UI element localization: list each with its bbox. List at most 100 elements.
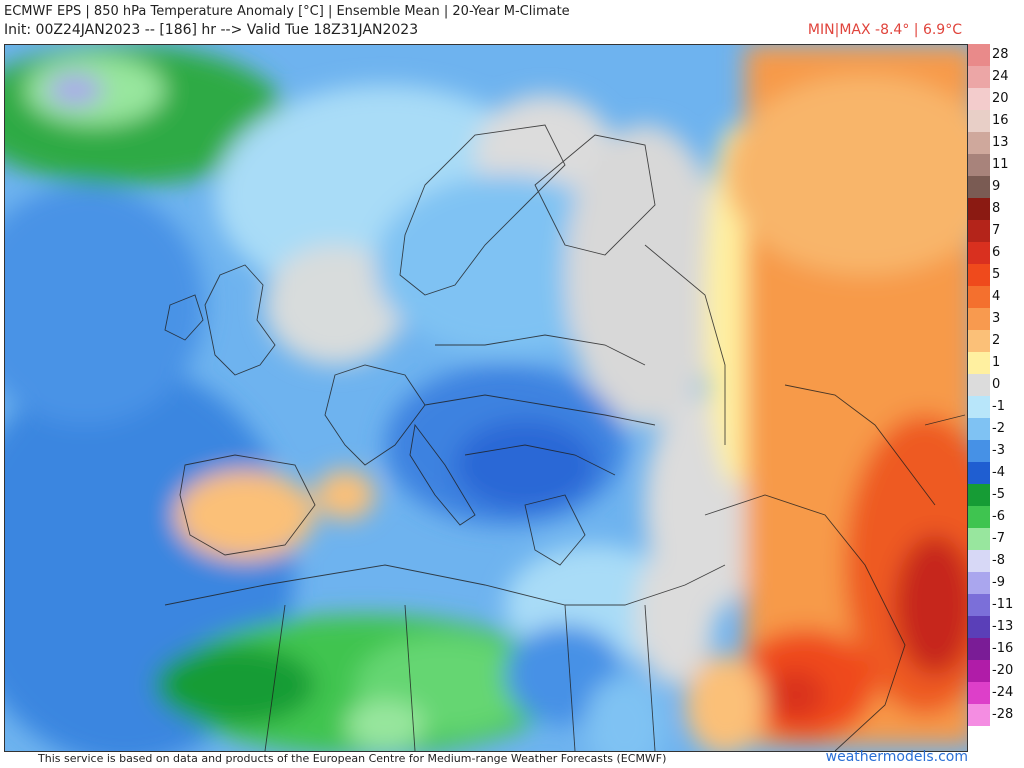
legend-swatch bbox=[968, 638, 990, 660]
legend-row: 28 bbox=[968, 44, 1020, 66]
legend-swatch bbox=[968, 396, 990, 418]
legend-row: 6 bbox=[968, 242, 1020, 264]
legend-swatch bbox=[968, 308, 990, 330]
legend-row: -9 bbox=[968, 572, 1020, 594]
legend-label: 4 bbox=[992, 289, 1001, 304]
legend-swatch bbox=[968, 220, 990, 242]
legend-swatch bbox=[968, 110, 990, 132]
legend-swatch bbox=[968, 594, 990, 616]
legend-swatch bbox=[968, 352, 990, 374]
legend-swatch bbox=[968, 44, 990, 66]
anomaly-field bbox=[5, 45, 967, 751]
legend-label: 16 bbox=[992, 113, 1009, 128]
legend-swatch bbox=[968, 506, 990, 528]
legend-label: 3 bbox=[992, 311, 1001, 326]
legend-label: -28 bbox=[992, 707, 1014, 722]
legend-row: -20 bbox=[968, 660, 1020, 682]
legend-row: -6 bbox=[968, 506, 1020, 528]
legend-row: -2 bbox=[968, 418, 1020, 440]
legend-label: 6 bbox=[992, 245, 1001, 260]
legend-label: -4 bbox=[992, 465, 1005, 480]
legend-row: 9 bbox=[968, 176, 1020, 198]
legend-label: 8 bbox=[992, 201, 1001, 216]
legend-label: -16 bbox=[992, 641, 1014, 656]
legend-row: 0 bbox=[968, 374, 1020, 396]
legend-row: 24 bbox=[968, 66, 1020, 88]
chart-title: ECMWF EPS | 850 hPa Temperature Anomaly … bbox=[4, 4, 570, 19]
legend-swatch bbox=[968, 132, 990, 154]
anomaly-map[interactable] bbox=[4, 44, 968, 752]
legend-row: -24 bbox=[968, 682, 1020, 704]
legend-label: 24 bbox=[992, 69, 1009, 84]
legend-row: 5 bbox=[968, 264, 1020, 286]
legend-row: 20 bbox=[968, 88, 1020, 110]
legend-row: 2 bbox=[968, 330, 1020, 352]
legend-label: 5 bbox=[992, 267, 1001, 282]
legend-swatch bbox=[968, 330, 990, 352]
legend-row: -13 bbox=[968, 616, 1020, 638]
legend-row: -5 bbox=[968, 484, 1020, 506]
legend-swatch bbox=[968, 660, 990, 682]
legend-label: 9 bbox=[992, 179, 1001, 194]
legend-label: 2 bbox=[992, 333, 1001, 348]
legend-swatch bbox=[968, 484, 990, 506]
legend-swatch bbox=[968, 242, 990, 264]
legend-swatch bbox=[968, 176, 990, 198]
legend-row: -4 bbox=[968, 462, 1020, 484]
legend-label: -3 bbox=[992, 443, 1005, 458]
legend-swatch bbox=[968, 462, 990, 484]
color-legend: 28 24 20 16 13 11 9 8 7 6 5 4 3 2 1 0 -1 -2 -3 -4 -5 -6 -7 -8 -9… bbox=[968, 44, 1020, 726]
boundaries bbox=[164, 124, 966, 751]
legend-swatch bbox=[968, 528, 990, 550]
legend-label: -8 bbox=[992, 553, 1005, 568]
legend-row: 11 bbox=[968, 154, 1020, 176]
legend-row: -1 bbox=[968, 396, 1020, 418]
legend-swatch bbox=[968, 418, 990, 440]
legend-label: 11 bbox=[992, 157, 1009, 172]
legend-label: -6 bbox=[992, 509, 1005, 524]
legend-label: -20 bbox=[992, 663, 1014, 678]
legend-row: -11 bbox=[968, 594, 1020, 616]
legend-row: 13 bbox=[968, 132, 1020, 154]
legend-swatch bbox=[968, 88, 990, 110]
legend-swatch bbox=[968, 616, 990, 638]
legend-label: 20 bbox=[992, 91, 1009, 106]
legend-label: -2 bbox=[992, 421, 1005, 436]
legend-swatch bbox=[968, 704, 990, 726]
legend-row: -8 bbox=[968, 550, 1020, 572]
anomaly-map-canvas bbox=[5, 45, 967, 751]
legend-label: -7 bbox=[992, 531, 1005, 546]
legend-swatch bbox=[968, 682, 990, 704]
legend-swatch bbox=[968, 198, 990, 220]
legend-label: -11 bbox=[992, 597, 1014, 612]
legend-label: 13 bbox=[992, 135, 1009, 150]
legend-row: 1 bbox=[968, 352, 1020, 374]
legend-row: 3 bbox=[968, 308, 1020, 330]
legend-row: -28 bbox=[968, 704, 1020, 726]
legend-row: 8 bbox=[968, 198, 1020, 220]
legend-swatch bbox=[968, 66, 990, 88]
legend-label: -9 bbox=[992, 575, 1005, 590]
legend-swatch bbox=[968, 374, 990, 396]
legend-swatch bbox=[968, 550, 990, 572]
legend-swatch bbox=[968, 154, 990, 176]
legend-row: 16 bbox=[968, 110, 1020, 132]
brand-link[interactable]: weathermodels.com bbox=[825, 749, 968, 765]
legend-swatch bbox=[968, 286, 990, 308]
legend-label: 7 bbox=[992, 223, 1001, 238]
legend-row: 4 bbox=[968, 286, 1020, 308]
legend-row: -3 bbox=[968, 440, 1020, 462]
legend-label: -24 bbox=[992, 685, 1014, 700]
legend-label: 0 bbox=[992, 377, 1001, 392]
legend-row: -16 bbox=[968, 638, 1020, 660]
min-max-readout: MIN|MAX -8.4° | 6.9°C bbox=[807, 22, 962, 38]
legend-label: -1 bbox=[992, 399, 1005, 414]
legend-row: 7 bbox=[968, 220, 1020, 242]
legend-swatch bbox=[968, 572, 990, 594]
data-credit: This service is based on data and produc… bbox=[38, 752, 667, 765]
legend-swatch bbox=[968, 440, 990, 462]
legend-row: -7 bbox=[968, 528, 1020, 550]
legend-swatch bbox=[968, 264, 990, 286]
init-valid-time: Init: 00Z24JAN2023 -- [186] hr --> Valid… bbox=[4, 22, 419, 38]
legend-label: 1 bbox=[992, 355, 1001, 370]
